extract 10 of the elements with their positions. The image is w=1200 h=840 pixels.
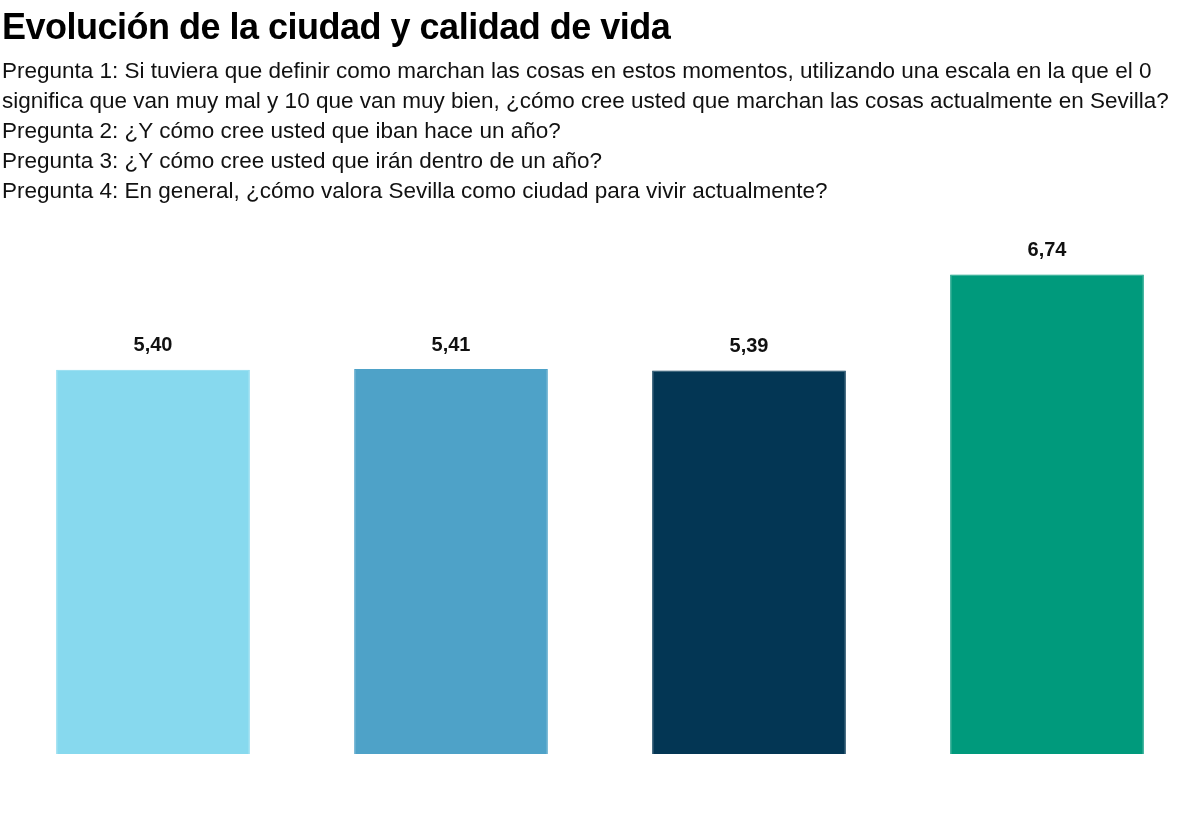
data-label: 5,39: [729, 334, 769, 357]
chart-title: Evolución de la ciudad y calidad de vida: [2, 6, 672, 48]
data-label: 5,41: [431, 332, 471, 355]
chart-subtitle: Pregunta 1: Si tuviera que definir como marchan las cosas en estos momentos, utilizando una escala en la que el 0 significa que van muy mal y 10 que van muy bien, ¿cómo cree usted que marchan las cosas actualmente en Sevilla? Pregunta 2: ¿Y cómo cree usted que iban hace un año? Pregunta 3: ¿Y cómo cree usted que irán dentro de un año? Pregunta 4: En general, ¿cómo valora Sevilla como ciudad para vivir actualmente?: [2, 57, 1170, 205]
bar: [56, 369, 250, 754]
bar: [950, 274, 1144, 754]
bar: [652, 370, 846, 754]
data-label: 6,74: [1027, 238, 1068, 261]
bar: [354, 369, 548, 754]
data-label: 5,40: [133, 333, 173, 356]
